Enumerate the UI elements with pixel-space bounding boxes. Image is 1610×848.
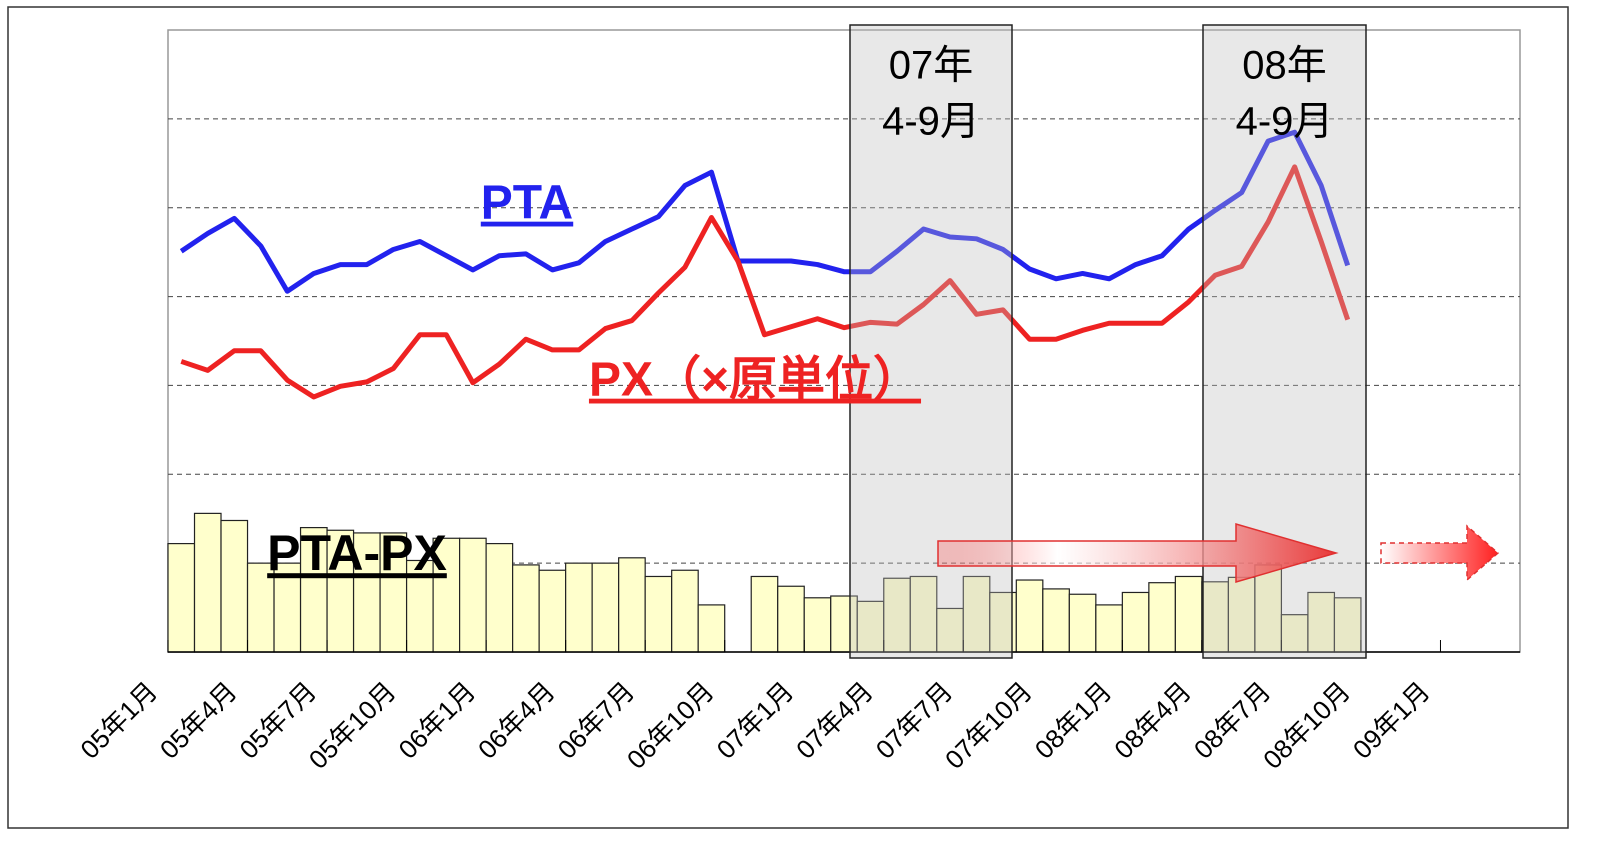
- bar: [1042, 588, 1070, 653]
- bar: [883, 577, 911, 653]
- highlight-label: 08年: [1242, 44, 1327, 88]
- bar: [1068, 593, 1097, 653]
- bar: [352, 532, 381, 653]
- bar: [697, 604, 726, 653]
- bar: [193, 512, 222, 653]
- bar: [379, 532, 408, 653]
- bar: [538, 569, 567, 653]
- bar: [618, 557, 646, 653]
- bar: [299, 526, 328, 653]
- bar: [750, 575, 779, 653]
- bar: [1095, 604, 1123, 653]
- series-label: PTA-PX: [267, 525, 447, 581]
- trend-arrow: [937, 523, 1339, 583]
- series-label: PTA: [481, 177, 573, 230]
- bar: [326, 529, 355, 653]
- bar: [671, 569, 699, 653]
- highlight-label: 07年: [889, 44, 974, 88]
- bar: [856, 600, 885, 653]
- bar: [432, 537, 461, 653]
- bar: [909, 575, 938, 653]
- bar: [1015, 579, 1044, 653]
- bar: [565, 562, 593, 653]
- line: [180, 164, 1351, 400]
- bar: [644, 575, 673, 653]
- bar: [1333, 597, 1362, 653]
- bar: [1148, 582, 1176, 653]
- highlight-label: 4-9月: [882, 100, 980, 144]
- trend-arrow-dashed: [1380, 524, 1500, 582]
- bar: [485, 542, 514, 653]
- bar: [803, 597, 832, 653]
- bar: [1174, 575, 1203, 653]
- bar: [777, 585, 805, 653]
- bar: [1201, 581, 1229, 653]
- bar: [591, 562, 620, 653]
- highlight-label: 4-9月: [1236, 100, 1334, 144]
- bar: [459, 537, 487, 653]
- bar: [220, 519, 249, 653]
- bar: [167, 542, 196, 653]
- series-label: PX（×原単位）: [589, 354, 921, 407]
- bar: [512, 564, 540, 653]
- line: [179, 129, 1351, 294]
- bar: [1121, 591, 1150, 653]
